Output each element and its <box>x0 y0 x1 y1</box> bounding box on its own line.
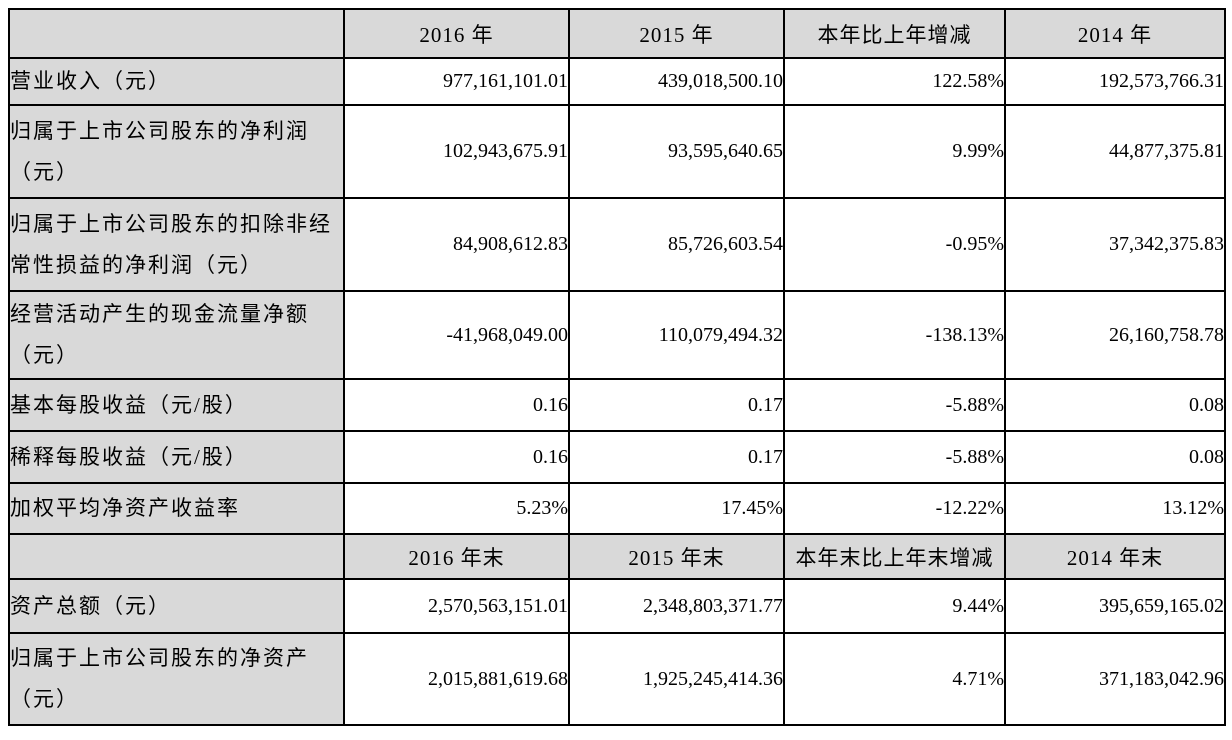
row-label-diluted-eps: 稀释每股收益（元/股） <box>8 430 345 484</box>
diluted-eps-2015: 0.17 <box>568 430 785 484</box>
weighted-roe-2016: 5.23% <box>343 482 570 535</box>
col-header-yoy-change: 本年比上年增减 <box>783 8 1006 59</box>
revenue-yoy-change: 122.58% <box>783 57 1006 106</box>
diluted-eps-2014: 0.08 <box>1004 430 1226 484</box>
row-label-operating-cash-flow: 经营活动产生的现金流量净额 （元） <box>8 290 345 380</box>
net-profit-deducted-2016: 84,908,612.83 <box>343 197 570 292</box>
weighted-roe-2015: 17.45% <box>568 482 785 535</box>
net-assets-2014-end: 371,183,042.96 <box>1004 632 1226 726</box>
operating-cash-flow-2016: -41,968,049.00 <box>343 290 570 380</box>
net-profit-deducted-2015: 85,726,603.54 <box>568 197 785 292</box>
revenue-2015: 439,018,500.10 <box>568 57 785 106</box>
corner-cell <box>8 8 345 59</box>
row-label-net-profit: 归属于上市公司股东的净利润 （元） <box>8 104 345 199</box>
net-assets-yearend-change: 4.71% <box>783 632 1006 726</box>
weighted-roe-2014: 13.12% <box>1004 482 1226 535</box>
net-assets-2016-end: 2,015,881,619.68 <box>343 632 570 726</box>
revenue-2016: 977,161,101.01 <box>343 57 570 106</box>
table-row: 归属于上市公司股东的净利润 （元） 102,943,675.91 93,595,… <box>8 104 1226 199</box>
table-row: 2016 年 2015 年 本年比上年增减 2014 年 <box>8 8 1226 59</box>
revenue-2014: 192,573,766.31 <box>1004 57 1226 106</box>
diluted-eps-2016: 0.16 <box>343 430 570 484</box>
table-row: 归属于上市公司股东的扣除非经 常性损益的净利润（元） 84,908,612.83… <box>8 197 1226 292</box>
row-label-basic-eps: 基本每股收益（元/股） <box>8 378 345 432</box>
table-row: 基本每股收益（元/股） 0.16 0.17 -5.88% 0.08 <box>8 378 1226 432</box>
basic-eps-2015: 0.17 <box>568 378 785 432</box>
diluted-eps-yoy-change: -5.88% <box>783 430 1006 484</box>
col-header-2016: 2016 年 <box>343 8 570 59</box>
row-label-revenue: 营业收入（元） <box>8 57 345 106</box>
net-profit-deducted-yoy-change: -0.95% <box>783 197 1006 292</box>
net-profit-2015: 93,595,640.65 <box>568 104 785 199</box>
weighted-roe-yoy-change: -12.22% <box>783 482 1006 535</box>
col-header-2014: 2014 年 <box>1004 8 1226 59</box>
corner-cell <box>8 533 345 580</box>
total-assets-yearend-change: 9.44% <box>783 578 1006 634</box>
net-profit-2014: 44,877,375.81 <box>1004 104 1226 199</box>
col-header-2016-end: 2016 年末 <box>343 533 570 580</box>
table-row: 稀释每股收益（元/股） 0.16 0.17 -5.88% 0.08 <box>8 430 1226 484</box>
table-row: 营业收入（元） 977,161,101.01 439,018,500.10 12… <box>8 57 1226 106</box>
row-label-total-assets: 资产总额（元） <box>8 578 345 634</box>
col-header-2015: 2015 年 <box>568 8 785 59</box>
net-profit-yoy-change: 9.99% <box>783 104 1006 199</box>
operating-cash-flow-yoy-change: -138.13% <box>783 290 1006 380</box>
basic-eps-yoy-change: -5.88% <box>783 378 1006 432</box>
basic-eps-2016: 0.16 <box>343 378 570 432</box>
net-profit-2016: 102,943,675.91 <box>343 104 570 199</box>
net-assets-2015-end: 1,925,245,414.36 <box>568 632 785 726</box>
total-assets-2015-end: 2,348,803,371.77 <box>568 578 785 634</box>
operating-cash-flow-2015: 110,079,494.32 <box>568 290 785 380</box>
table-row: 资产总额（元） 2,570,563,151.01 2,348,803,371.7… <box>8 578 1226 634</box>
row-label-weighted-roe: 加权平均净资产收益率 <box>8 482 345 535</box>
table-row: 经营活动产生的现金流量净额 （元） -41,968,049.00 110,079… <box>8 290 1226 380</box>
total-assets-2014-end: 395,659,165.02 <box>1004 578 1226 634</box>
net-profit-deducted-2014: 37,342,375.83 <box>1004 197 1226 292</box>
basic-eps-2014: 0.08 <box>1004 378 1226 432</box>
operating-cash-flow-2014: 26,160,758.78 <box>1004 290 1226 380</box>
row-label-net-profit-deducted: 归属于上市公司股东的扣除非经 常性损益的净利润（元） <box>8 197 345 292</box>
col-header-2014-end: 2014 年末 <box>1004 533 1226 580</box>
total-assets-2016-end: 2,570,563,151.01 <box>343 578 570 634</box>
table-row: 归属于上市公司股东的净资产 （元） 2,015,881,619.68 1,925… <box>8 632 1226 726</box>
financial-summary-table: 2016 年 2015 年 本年比上年增减 2014 年 营业收入（元） 977… <box>8 8 1226 726</box>
table-row: 2016 年末 2015 年末 本年末比上年末增减 2014 年末 <box>8 533 1226 580</box>
table-row: 加权平均净资产收益率 5.23% 17.45% -12.22% 13.12% <box>8 482 1226 535</box>
row-label-net-assets: 归属于上市公司股东的净资产 （元） <box>8 632 345 726</box>
col-header-yearend-change: 本年末比上年末增减 <box>783 533 1006 580</box>
col-header-2015-end: 2015 年末 <box>568 533 785 580</box>
